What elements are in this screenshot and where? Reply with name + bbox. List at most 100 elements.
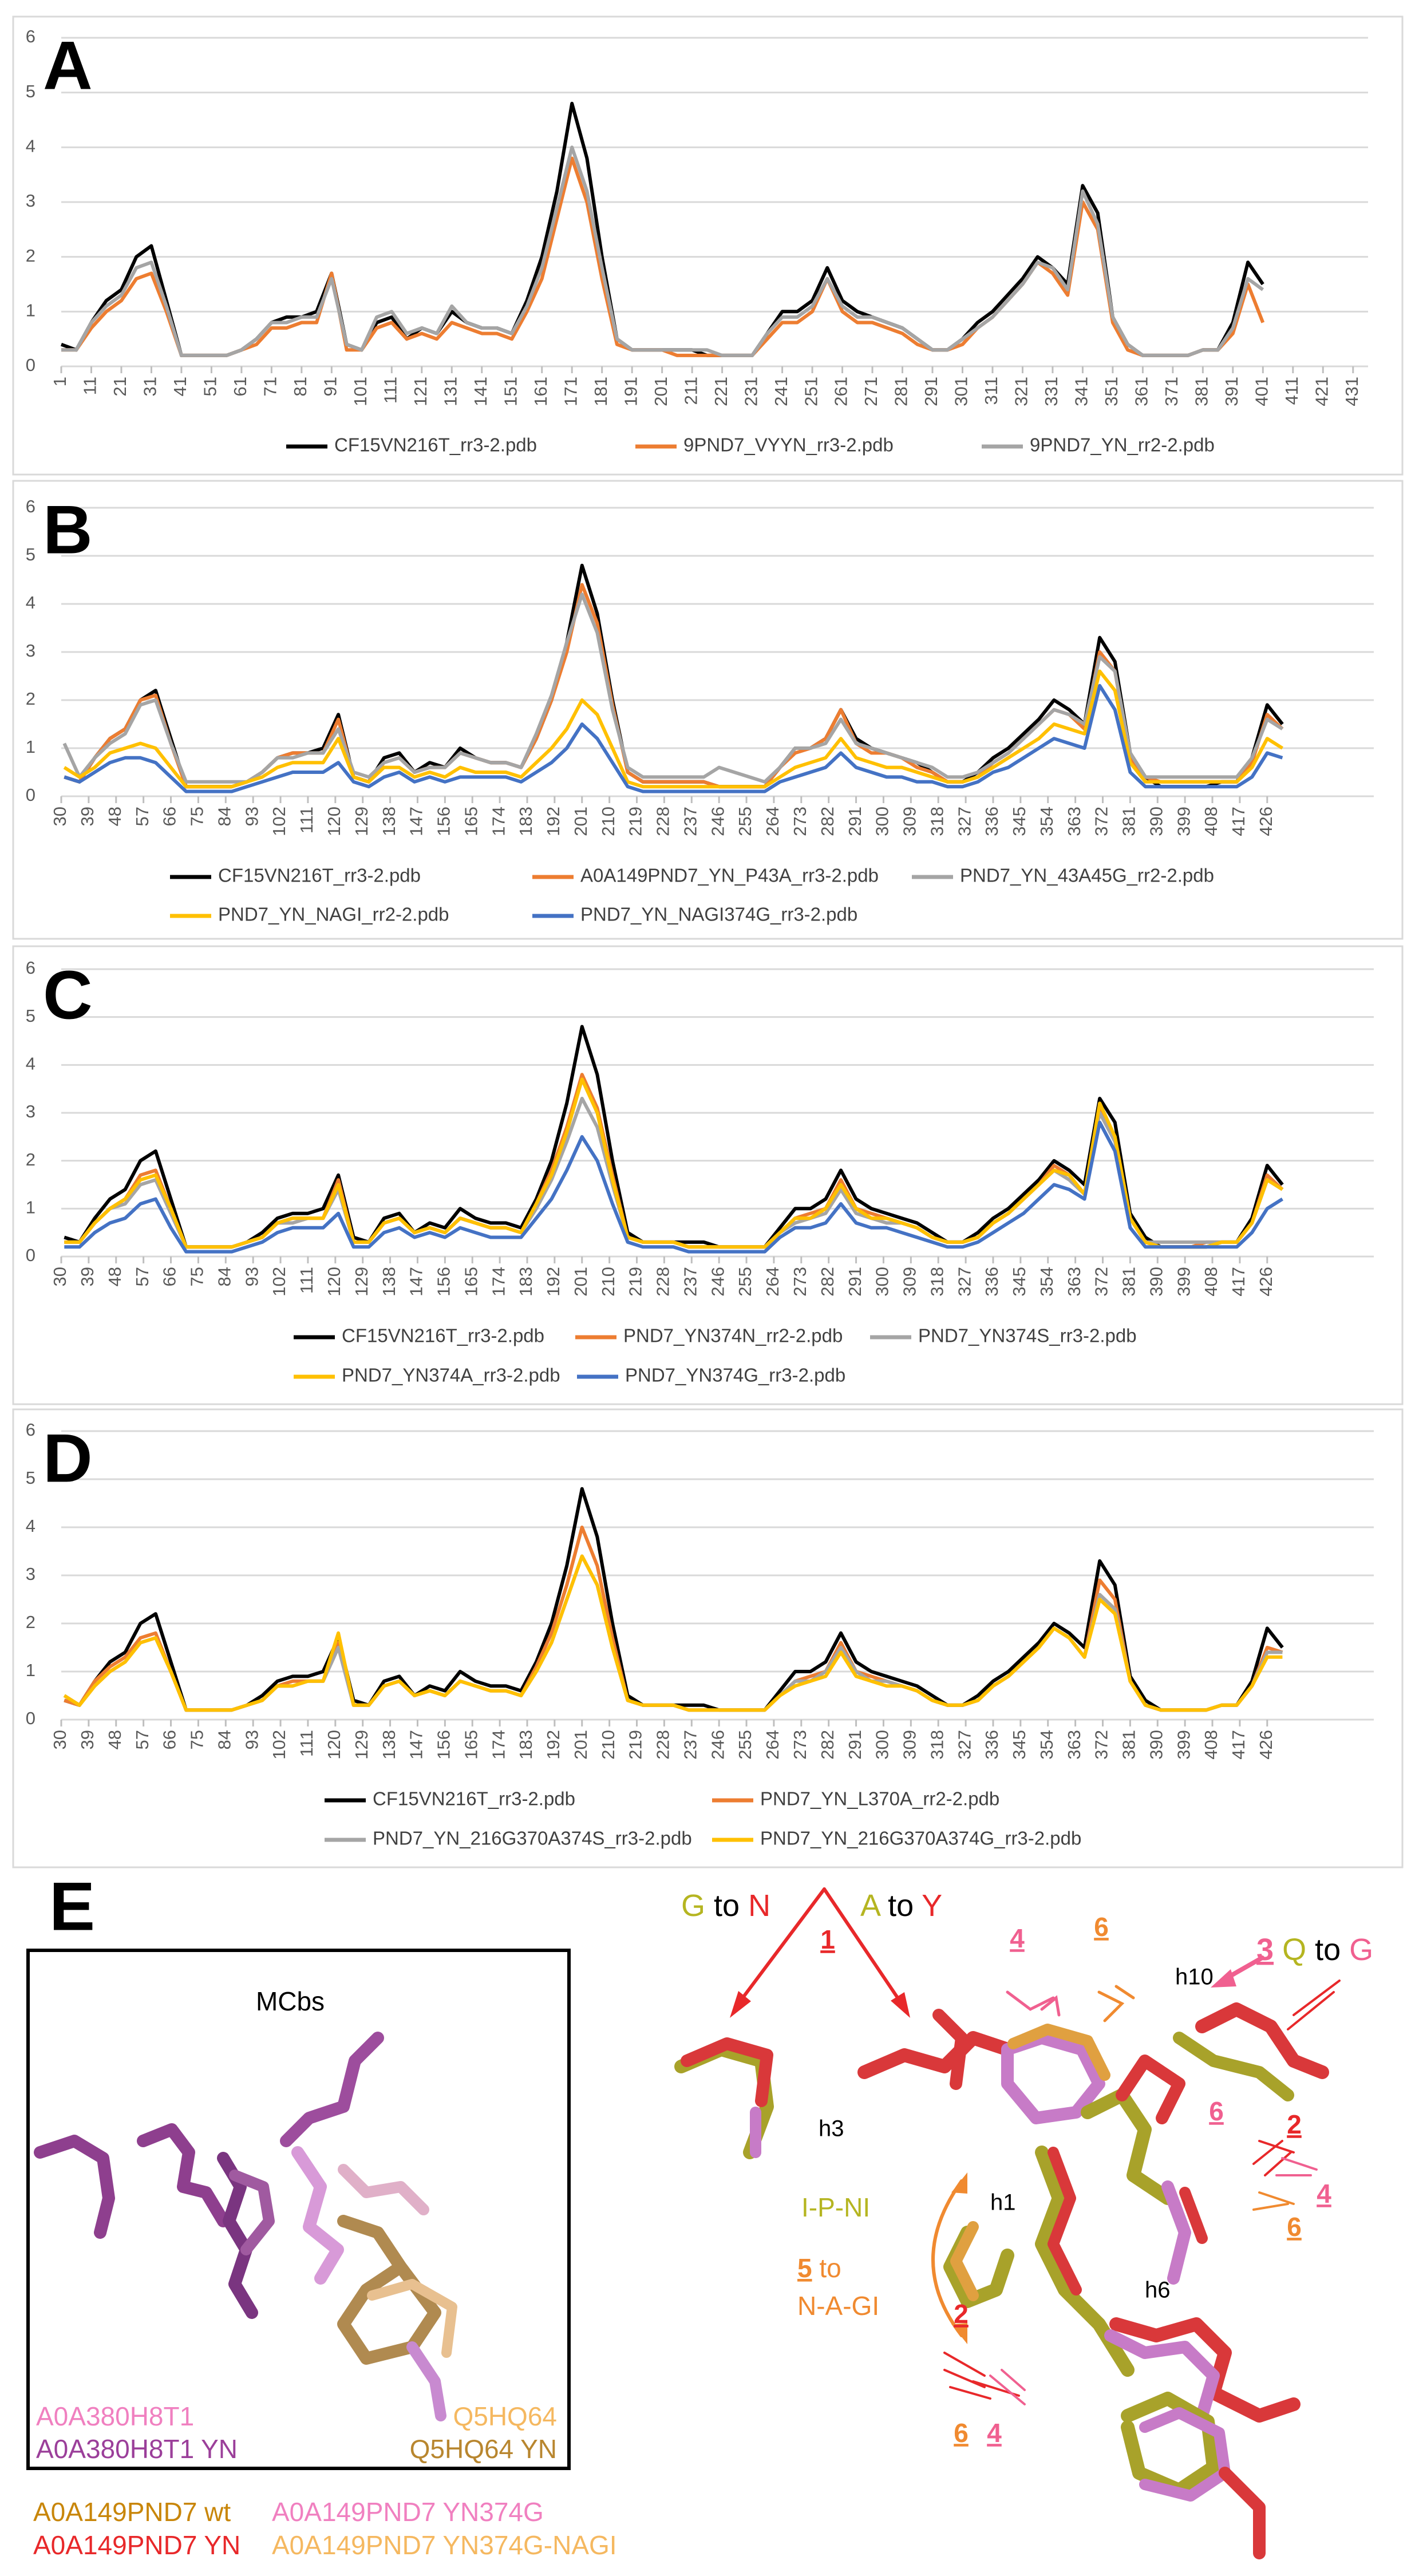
stick	[229, 2170, 275, 2255]
word: to	[1315, 1933, 1341, 1967]
x-tick-label: 174	[488, 807, 508, 836]
x-tick-label: 183	[516, 1267, 536, 1297]
x-tick-label: 251	[801, 377, 821, 406]
x-tick-label: 120	[324, 807, 344, 836]
x-tick-label: 381	[1119, 807, 1139, 836]
x-tick-label: 183	[516, 807, 536, 836]
chevron	[943, 2352, 1020, 2400]
x-tick-label: 121	[410, 377, 430, 406]
x-tick-label: 371	[1161, 377, 1181, 406]
x-tick-label: 183	[516, 1730, 536, 1760]
chart-frame	[12, 480, 1404, 940]
word: to	[888, 1888, 914, 1923]
x-tick-label: 381	[1119, 1267, 1139, 1297]
arrows	[730, 1887, 1341, 2405]
x-tick-label: 408	[1201, 807, 1221, 836]
box-title: MCbs	[256, 1986, 325, 2016]
helix-label: h10	[1175, 1965, 1214, 1990]
y-tick-label: 6	[26, 958, 35, 978]
x-tick-label: 30	[50, 807, 70, 826]
legend-label: PND7_YN_216G370A374S_rr3-2.pdb	[373, 1828, 692, 1849]
x-tick-label: 271	[861, 377, 881, 406]
legend-label: A0A149PND7 wt	[33, 2497, 231, 2527]
x-tick-label: 237	[680, 1267, 700, 1297]
x-tick-label: 30	[50, 1730, 70, 1749]
x-tick-label: 336	[982, 1730, 1002, 1760]
x-tick-label: 93	[242, 1730, 262, 1749]
x-tick-label: 93	[242, 807, 262, 826]
x-tick-label: 201	[571, 807, 591, 836]
x-tick-label: 192	[543, 807, 563, 836]
x-tick-label: 381	[1192, 377, 1212, 406]
site-number: 3	[1256, 1933, 1274, 1967]
legend-label: CF15VN216T_rr3-2.pdb	[373, 1788, 575, 1809]
x-tick-label: 264	[762, 1267, 782, 1297]
y-tick-label: 6	[26, 496, 35, 516]
x-tick-label: 300	[872, 807, 892, 836]
legend-label: 9PND7_YN_rr2-2.pdb	[1030, 434, 1215, 456]
x-tick-label: 300	[872, 1730, 892, 1760]
x-tick-label: 75	[187, 1730, 207, 1749]
y-tick-label: 5	[26, 1006, 35, 1026]
chart-frame	[12, 1408, 1404, 1868]
x-tick-label: 309	[900, 1267, 920, 1297]
x-tick-label: 156	[434, 807, 454, 836]
helix-label: h1	[990, 2190, 1016, 2215]
x-tick-label: 341	[1072, 377, 1092, 406]
x-tick-label: 345	[1009, 1267, 1029, 1297]
legend-label: PND7_YN_216G370A374G_rr3-2.pdb	[760, 1828, 1081, 1849]
x-tick-label: 372	[1092, 807, 1112, 836]
x-tick-label: 129	[351, 1730, 371, 1760]
motif-label: N-A-GI	[797, 2291, 879, 2321]
x-tick-label: 221	[711, 377, 731, 406]
x-tick-label: 309	[900, 1730, 920, 1760]
residue: Q	[1282, 1933, 1306, 1967]
residue: N	[748, 1888, 770, 1923]
x-tick-label: 102	[269, 1730, 289, 1760]
stick	[932, 2009, 968, 2090]
x-tick-label: 201	[571, 1730, 591, 1760]
arrow-head	[730, 1991, 751, 2018]
stick	[1104, 2329, 1220, 2422]
x-tick-label: 351	[1101, 377, 1121, 406]
x-tick-label: 431	[1342, 377, 1362, 406]
x-tick-label: 273	[790, 807, 810, 836]
legend-label: A0A380H8T1	[36, 2401, 194, 2431]
y-tick-label: 2	[26, 246, 35, 266]
stick	[367, 2279, 457, 2358]
x-tick-label: 231	[741, 377, 761, 406]
arrow-head	[951, 2323, 967, 2344]
stick	[1035, 2146, 1135, 2377]
x-tick-label: 255	[735, 1267, 755, 1297]
x-tick-label: 147	[406, 1267, 426, 1297]
stick	[1121, 2392, 1220, 2497]
x-tick-label: 228	[653, 807, 673, 836]
mutation-label: G to N	[681, 1888, 770, 1923]
x-tick-label: 57	[132, 1267, 152, 1286]
legend-label: PND7_YN374A_rr3-2.pdb	[342, 1365, 560, 1386]
x-tick-label: 391	[1222, 377, 1242, 406]
x-tick-label: 111	[297, 1267, 317, 1294]
stick	[338, 2164, 429, 2215]
x-tick-label: 219	[626, 807, 646, 836]
x-tick-label: 39	[77, 807, 97, 826]
x-tick-label: 417	[1228, 1267, 1248, 1297]
x-tick-label: 174	[488, 1267, 508, 1297]
legend-label: PND7_YN_NAGI_rr2-2.pdb	[218, 904, 449, 925]
y-tick-label: 5	[26, 544, 35, 564]
x-tick-label: 57	[132, 807, 152, 826]
arrow	[737, 1887, 826, 2005]
x-tick-label: 75	[187, 1267, 207, 1286]
x-tick-label: 210	[598, 807, 618, 836]
x-tick-label: 138	[379, 1730, 399, 1760]
x-tick-label: 282	[817, 1730, 837, 1760]
x-tick-label: 147	[406, 807, 426, 836]
x-tick-label: 282	[817, 807, 837, 836]
legend-label: A0A149PND7 YN374G	[272, 2497, 544, 2527]
word: to	[819, 2253, 841, 2283]
x-tick-label: 372	[1092, 1730, 1112, 1760]
y-tick-label: 1	[26, 1660, 35, 1680]
